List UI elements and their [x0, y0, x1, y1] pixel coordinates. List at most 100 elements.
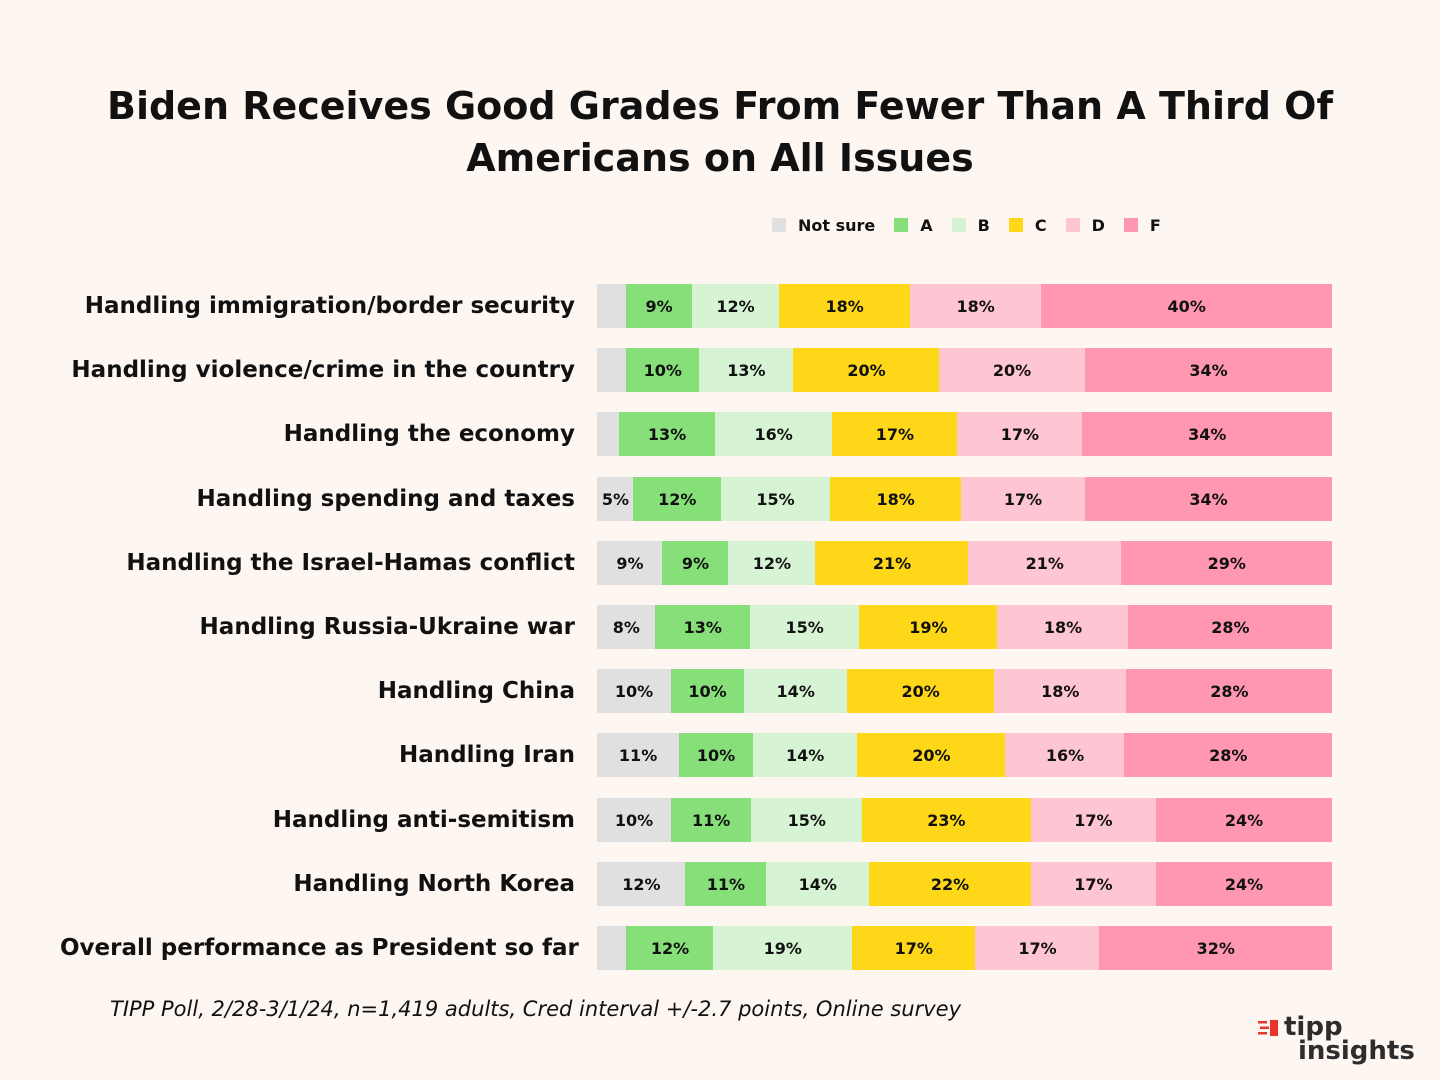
data-label: 13%: [727, 360, 766, 380]
bar-segment-c: 17%: [832, 412, 958, 456]
bar-segment-c: 21%: [815, 541, 969, 585]
bar-segment-b: 12%: [691, 284, 780, 328]
data-label: 20%: [847, 360, 886, 380]
legend-item-d: D: [1065, 216, 1105, 235]
bar-segment-c: 22%: [868, 862, 1032, 906]
bar-segment-a: 11%: [685, 862, 767, 906]
bar-segment-not-sure: 11%: [597, 733, 680, 777]
bar-segment-c: 20%: [856, 733, 1006, 777]
data-label: 32%: [1196, 938, 1235, 958]
category-label: Handling Iran: [398, 742, 575, 768]
category-label: Handling the Israel-Hamas conflict: [126, 550, 575, 576]
bar-segment-not-sure: 8%: [597, 605, 656, 649]
data-label: 10%: [643, 360, 682, 380]
data-label: 10%: [614, 681, 654, 701]
bar-segment-b: 12%: [727, 541, 816, 585]
bar-segment-f: 40%: [1040, 284, 1333, 328]
data-label: 10%: [696, 745, 736, 765]
bar-segment-not-sure: 5%: [597, 477, 634, 521]
bar-segment-d: 17%: [975, 926, 1100, 970]
data-label: 9%: [645, 296, 673, 316]
data-label: 14%: [798, 874, 837, 894]
data-label: 34%: [1188, 424, 1227, 444]
bar-segment-c: 19%: [858, 605, 998, 649]
chart-legend: Not sure A B C D F: [772, 213, 1180, 237]
category-label: Overall performance as President so far: [60, 935, 579, 961]
chart-title: Biden Receives Good Grades From Fewer Th…: [0, 80, 1440, 184]
data-label: 40%: [1167, 296, 1206, 316]
data-label: 9%: [681, 553, 710, 573]
legend-item-not-sure: Not sure: [772, 216, 875, 235]
data-label: 9%: [616, 553, 644, 573]
data-label: 12%: [658, 489, 697, 509]
legend-item-a: A: [894, 215, 933, 235]
category-label: Handling the economy: [283, 421, 575, 447]
bar-segment-c: 20%: [846, 669, 995, 713]
bar-segment-c: 20%: [793, 348, 940, 392]
data-label: 17%: [1000, 424, 1039, 444]
data-label: 20%: [912, 745, 951, 765]
data-label: 12%: [622, 874, 661, 894]
bar-segment-b: 13%: [698, 348, 794, 392]
bar-segment-d: 18%: [993, 669, 1127, 713]
data-label: 28%: [1210, 681, 1249, 701]
data-label: 28%: [1209, 745, 1248, 765]
bar-segment-not-sure: [597, 926, 627, 970]
data-label: 18%: [1041, 681, 1080, 701]
bar-segment-b: 14%: [752, 733, 858, 777]
bar-segment-a: 9%: [626, 284, 693, 328]
legend-label: A: [920, 215, 933, 235]
legend-swatch: [1123, 218, 1138, 232]
legend-label: B: [977, 215, 990, 235]
bar-segment-c: 17%: [851, 926, 976, 970]
bar-segment-f: 29%: [1120, 541, 1333, 585]
data-label: 19%: [909, 617, 948, 637]
data-label: 15%: [756, 489, 795, 509]
data-label: 29%: [1207, 553, 1246, 573]
data-label: 20%: [992, 360, 1032, 380]
data-label: 14%: [785, 745, 825, 765]
data-label: 19%: [763, 938, 802, 958]
data-label: 15%: [787, 810, 826, 830]
data-label: 34%: [1189, 360, 1228, 380]
data-label: 5%: [601, 489, 630, 509]
data-label: 18%: [1043, 617, 1083, 637]
logo-text-insights: insights: [1298, 1036, 1415, 1066]
data-label: 21%: [1025, 553, 1064, 573]
bar-segment-b: 15%: [749, 605, 860, 649]
data-label: 12%: [752, 553, 792, 573]
bar-segment-f: 34%: [1084, 348, 1333, 392]
bar-segment-c: 18%: [778, 284, 911, 328]
logo-mark-icon: [1258, 1020, 1278, 1036]
data-label: 34%: [1189, 489, 1228, 509]
bar-segment-a: 12%: [626, 926, 714, 970]
data-label: 13%: [647, 424, 687, 444]
legend-swatch: [1008, 218, 1023, 232]
data-label: 15%: [785, 617, 824, 637]
category-label: Handling immigration/border security: [84, 293, 575, 319]
category-label: Handling North Korea: [293, 871, 575, 897]
data-label: 17%: [1003, 489, 1043, 509]
bar-segment-d: 17%: [1030, 862, 1157, 906]
data-label: 16%: [754, 424, 793, 444]
bar-segment-d: 18%: [997, 605, 1129, 649]
bar-segment-f: 28%: [1128, 605, 1333, 649]
legend-item-f: F: [1123, 216, 1161, 235]
bar-segment-d: 21%: [968, 541, 1122, 585]
data-label: 12%: [716, 296, 755, 316]
bar-segment-f: 24%: [1155, 862, 1333, 906]
source-footnote: TIPP Poll, 2/28-3/1/24, n=1,419 adults, …: [110, 997, 962, 1021]
data-label: 24%: [1224, 810, 1264, 830]
bar-segment-b: 16%: [714, 412, 833, 456]
data-label: 16%: [1045, 745, 1085, 765]
bar-segment-c: 23%: [861, 798, 1032, 842]
data-label: 18%: [876, 489, 915, 509]
bar-segment-b: 14%: [744, 669, 848, 713]
chart-title-line-1: Biden Receives Good Grades From Fewer Th…: [106, 84, 1333, 128]
bar-segment-b: 14%: [766, 862, 870, 906]
data-label: 11%: [692, 810, 731, 830]
bar-segment-d: 17%: [1030, 798, 1157, 842]
legend-swatch: [951, 218, 966, 232]
data-label: 13%: [683, 617, 722, 637]
data-label: 11%: [706, 874, 745, 894]
